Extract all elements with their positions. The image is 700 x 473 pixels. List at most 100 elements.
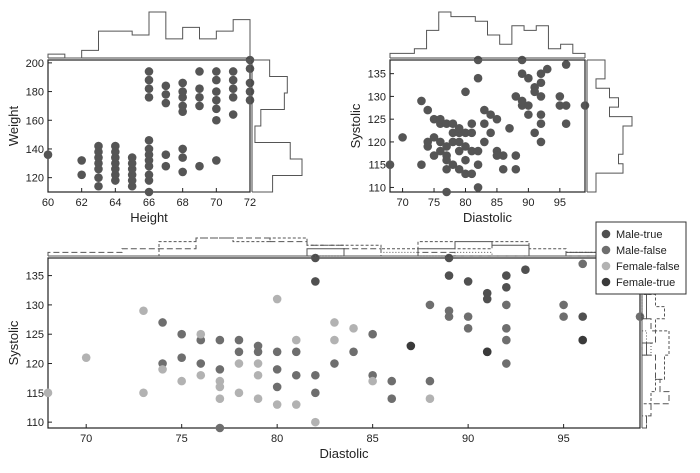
height-weight-plot-xtick-label: 70 xyxy=(210,197,222,209)
height-weight-plot-point xyxy=(195,161,204,171)
height-weight-plot-ytick-label: 160 xyxy=(26,115,44,127)
grouped-diastolic-systolic-plot-point xyxy=(291,400,301,409)
diastolic-systolic-plot-point xyxy=(555,92,565,101)
height-weight-plot-xlabel: Height xyxy=(130,210,168,225)
diastolic-systolic-plot-point xyxy=(429,114,439,124)
diastolic-systolic-plot-point xyxy=(461,169,470,179)
legend-marker xyxy=(601,277,611,287)
diastolic-systolic-plot-ytick-label: 130 xyxy=(368,91,386,103)
grouped-diastolic-systolic-plot-point xyxy=(291,335,301,345)
diastolic-systolic-plot-top-histogram xyxy=(389,11,586,58)
grouped-diastolic-systolic-plot-point xyxy=(444,253,454,263)
grouped-diastolic-systolic-plot-point xyxy=(425,376,435,386)
grouped-diastolic-systolic-plot-point xyxy=(406,341,416,351)
grouped-diastolic-systolic-plot-point xyxy=(177,353,186,362)
diastolic-systolic-plot-point xyxy=(417,96,426,106)
grouped-diastolic-systolic-plot-point xyxy=(463,277,473,286)
diastolic-systolic-plot-point xyxy=(536,119,546,129)
grouped-diastolic-systolic-plot-point xyxy=(139,306,148,316)
diastolic-systolic-plot-point xyxy=(461,128,470,138)
diastolic-systolic-plot-point xyxy=(492,151,502,160)
diastolic-systolic-plot-point xyxy=(442,119,451,129)
grouped-diastolic-systolic-plot-point xyxy=(387,394,397,403)
height-weight-plot-xtick-label: 72 xyxy=(244,197,256,209)
grouped-diastolic-systolic-plot-point xyxy=(330,359,339,368)
diastolic-systolic-plot-point xyxy=(536,69,546,78)
diastolic-systolic-plot-point xyxy=(429,151,439,160)
grouped-diastolic-systolic-plot-point xyxy=(578,335,588,345)
height-weight-plot-ytick-label: 120 xyxy=(26,173,44,185)
grouped-diastolic-systolic-plot-point xyxy=(482,347,492,357)
height-weight-plot-point xyxy=(94,181,103,191)
diastolic-systolic-plot-point xyxy=(473,55,483,65)
diastolic-systolic-plot-xtick-label: 70 xyxy=(396,197,408,209)
diastolic-systolic-plot-point xyxy=(480,119,489,129)
grouped-diastolic-systolic-plot-point xyxy=(349,347,358,357)
grouped-diastolic-systolic-plot-ytick-label: 110 xyxy=(26,417,44,429)
grouped-diastolic-systolic-plot-point xyxy=(502,335,511,345)
height-weight-plot-point xyxy=(144,144,154,154)
grouped-diastolic-systolic-plot-ytick-label: 120 xyxy=(26,359,44,371)
height-weight-plot-point xyxy=(212,104,221,114)
height-weight-plot-point xyxy=(212,67,221,76)
grouped-diastolic-systolic-plot-point xyxy=(311,370,320,380)
diastolic-systolic-plot-point xyxy=(517,96,527,106)
diastolic-systolic-plot-point xyxy=(524,101,533,110)
height-weight-plot-top-histogram xyxy=(47,11,251,59)
height-weight-plot-point xyxy=(178,87,187,96)
diastolic-systolic-plot-point xyxy=(442,155,451,165)
grouped-diastolic-systolic-plot-point xyxy=(215,423,225,433)
diastolic-systolic-plot-xtick-label: 90 xyxy=(522,197,534,209)
height-weight-plot-point xyxy=(161,161,171,171)
diastolic-systolic-plot-ytick-label: 110 xyxy=(368,182,386,194)
grouped-diastolic-systolic-plot-point xyxy=(215,394,225,403)
diastolic-systolic-plot-point xyxy=(480,105,489,115)
diastolic-systolic-plot-point xyxy=(561,119,571,129)
height-weight-plot-point xyxy=(212,87,221,96)
diastolic-systolic-plot-point xyxy=(461,155,470,165)
diastolic-systolic-plot-point xyxy=(473,183,483,192)
diastolic-systolic-plot-point xyxy=(536,110,546,119)
height-weight-plot-point xyxy=(161,90,171,99)
diastolic-systolic-plot-point xyxy=(448,160,458,169)
diastolic-systolic-plot-point xyxy=(517,55,527,65)
grouped-diastolic-systolic-plot-point xyxy=(311,388,320,398)
diastolic-systolic-plot-point xyxy=(467,128,477,138)
height-weight-plot-point xyxy=(228,84,238,93)
height-weight-plot-point xyxy=(245,87,255,96)
diastolic-systolic-plot-xtick-label: 95 xyxy=(554,197,566,209)
height-weight-plot-point xyxy=(77,170,86,180)
diastolic-systolic-plot-point xyxy=(542,64,552,74)
diastolic-systolic-plot-point xyxy=(536,92,546,101)
grouped-diastolic-systolic-plot-point xyxy=(502,283,511,292)
diastolic-systolic-plot-point xyxy=(555,101,565,110)
diastolic-systolic-plot-point xyxy=(530,87,539,97)
grouped-diastolic-systolic-plot-point xyxy=(291,370,301,380)
grouped-diastolic-systolic-plot-point xyxy=(196,370,206,380)
diastolic-systolic-plot-point xyxy=(417,160,426,169)
height-weight-plot-xtick-label: 64 xyxy=(109,197,121,209)
height-weight-plot-point xyxy=(161,98,171,108)
height-weight-plot-right-histogram xyxy=(252,59,303,193)
height-weight-plot-xtick-label: 62 xyxy=(76,197,88,209)
grouped-diastolic-systolic-plot-point xyxy=(215,335,225,345)
diastolic-systolic-plot-point xyxy=(561,101,571,110)
diastolic-systolic-plot-point xyxy=(473,146,483,156)
diastolic-systolic-plot-point xyxy=(561,60,571,69)
diastolic-systolic-plot-point xyxy=(454,164,464,174)
grouped-diastolic-systolic-plot-xtick-label: 70 xyxy=(80,433,92,445)
grouped-diastolic-systolic-plot-point xyxy=(368,376,377,386)
diastolic-systolic-plot-point xyxy=(442,142,451,151)
height-weight-plot-point xyxy=(94,141,103,151)
grouped-diastolic-systolic-plot-xtick-label: 80 xyxy=(271,433,283,445)
grouped-diastolic-systolic-plot-point xyxy=(368,329,377,339)
legend-box xyxy=(595,221,687,295)
grouped-diastolic-systolic-plot-point xyxy=(311,417,320,427)
diastolic-systolic-plot-point xyxy=(511,92,521,101)
height-weight-plot-point xyxy=(144,84,154,93)
grouped-diastolic-systolic-plot-xtick-label: 95 xyxy=(557,433,569,445)
grouped-diastolic-systolic-plot-point xyxy=(272,294,282,304)
height-weight-plot-point xyxy=(144,136,154,145)
diastolic-systolic-plot-xtick-label: 80 xyxy=(459,197,471,209)
diastolic-systolic-plot-point xyxy=(423,142,433,151)
